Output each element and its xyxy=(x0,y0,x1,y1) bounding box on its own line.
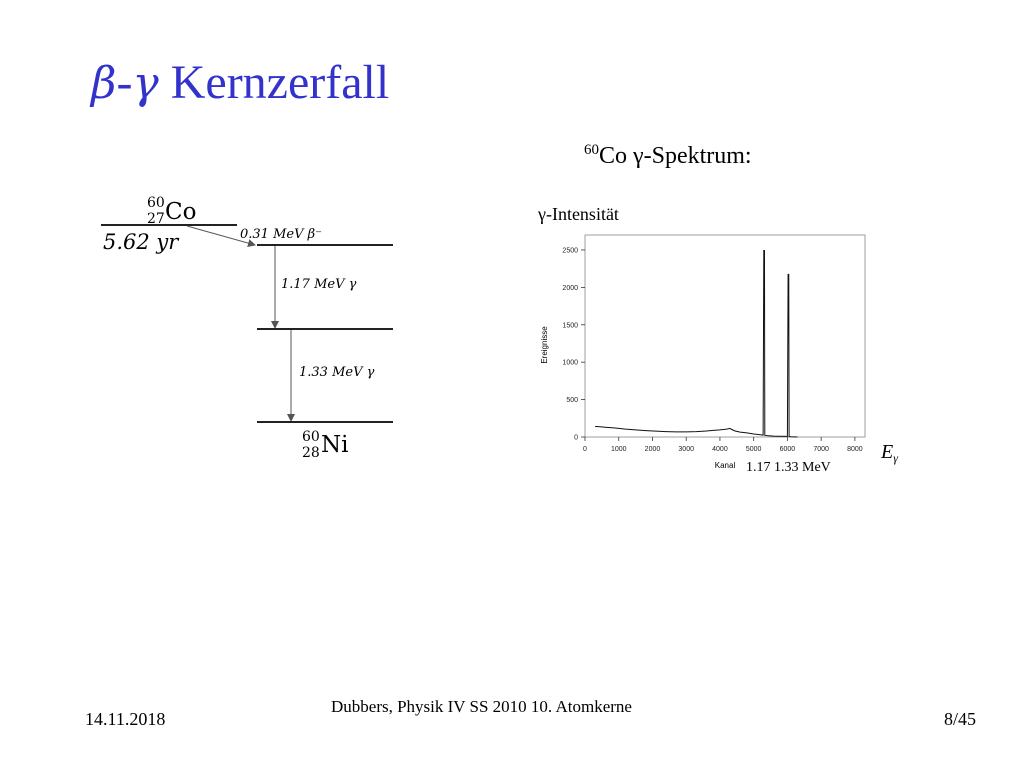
slide-title: β-γ Kernzerfall xyxy=(91,55,389,110)
parent-mass-number: 60 xyxy=(147,195,165,211)
peak-energy-labels: 1.17 1.33 MeV xyxy=(746,460,831,475)
beta-decay-arrow xyxy=(186,225,256,247)
spectrum-caption: 60Co γ-Spektrum: xyxy=(584,142,752,170)
y-tick-label: 0 xyxy=(574,435,578,442)
title-dash: - xyxy=(116,56,133,109)
x-tick-label: 7000 xyxy=(813,446,829,453)
footer-date: 14.11.2018 xyxy=(85,709,166,729)
spectrum-caption-mass: 60 xyxy=(584,142,599,158)
chart-title: γ-Intensität xyxy=(537,204,619,224)
parent-halflife: 5.62 yr xyxy=(103,230,180,254)
spectrum-caption-text: Co γ-Spektrum: xyxy=(599,143,752,169)
gamma-spectrum-chart: γ-Intensität Ereignisse Kanal 1.17 1.33 … xyxy=(520,200,920,490)
x-tick-label: 6000 xyxy=(780,446,796,453)
footer-page-number: 8/45 xyxy=(943,709,976,729)
decay-scheme-diagram: 60 27 Co 5.62 yr 0.31 MeV β⁻ 1.17 MeV γ … xyxy=(95,188,405,473)
x-tick-label: 8000 xyxy=(847,446,863,453)
spectrum-series-line xyxy=(595,249,798,438)
energy-axis-label: Eγ xyxy=(880,441,898,465)
x-axis-label: Kanal xyxy=(715,461,736,470)
gamma1-energy-label: 1.17 MeV γ xyxy=(281,277,357,292)
x-tick-label: 0 xyxy=(583,446,587,453)
daughter-mass-number: 60 xyxy=(302,429,320,445)
beta-energy-label: 0.31 MeV β⁻ xyxy=(240,227,322,242)
x-tick-label: 5000 xyxy=(746,446,762,453)
y-tick-label: 2000 xyxy=(562,285,578,292)
parent-atomic-number: 27 xyxy=(147,211,165,227)
title-gamma-symbol: γ xyxy=(132,58,159,109)
footer-source: Dubbers, Physik IV SS 2010 10. Atomkerne xyxy=(331,697,632,716)
energy-axis-subscript: γ xyxy=(893,451,898,465)
title-text: Kernzerfall xyxy=(158,56,390,109)
x-tick-label: 3000 xyxy=(678,446,694,453)
y-tick-label: 500 xyxy=(566,397,578,404)
y-tick-label: 2500 xyxy=(562,247,578,254)
x-tick-label: 2000 xyxy=(645,446,661,453)
y-tick-label: 1000 xyxy=(562,360,578,367)
y-tick-label: 1500 xyxy=(562,322,578,329)
daughter-symbol: Ni xyxy=(321,432,348,458)
title-beta-symbol: β xyxy=(91,58,117,109)
plot-area: 0 1000 2000 3000 4000 5000 6000 7000 8000 0 500 100… xyxy=(562,234,866,453)
daughter-atomic-number: 28 xyxy=(302,445,320,461)
plot-frame xyxy=(584,234,866,438)
y-axis-label: Ereignisse xyxy=(540,326,549,364)
energy-axis-symbol: E xyxy=(880,441,893,463)
gamma2-energy-label: 1.33 MeV γ xyxy=(299,365,375,380)
parent-symbol: Co xyxy=(165,199,196,225)
x-tick-label: 1000 xyxy=(611,446,627,453)
x-tick-label: 4000 xyxy=(712,446,728,453)
